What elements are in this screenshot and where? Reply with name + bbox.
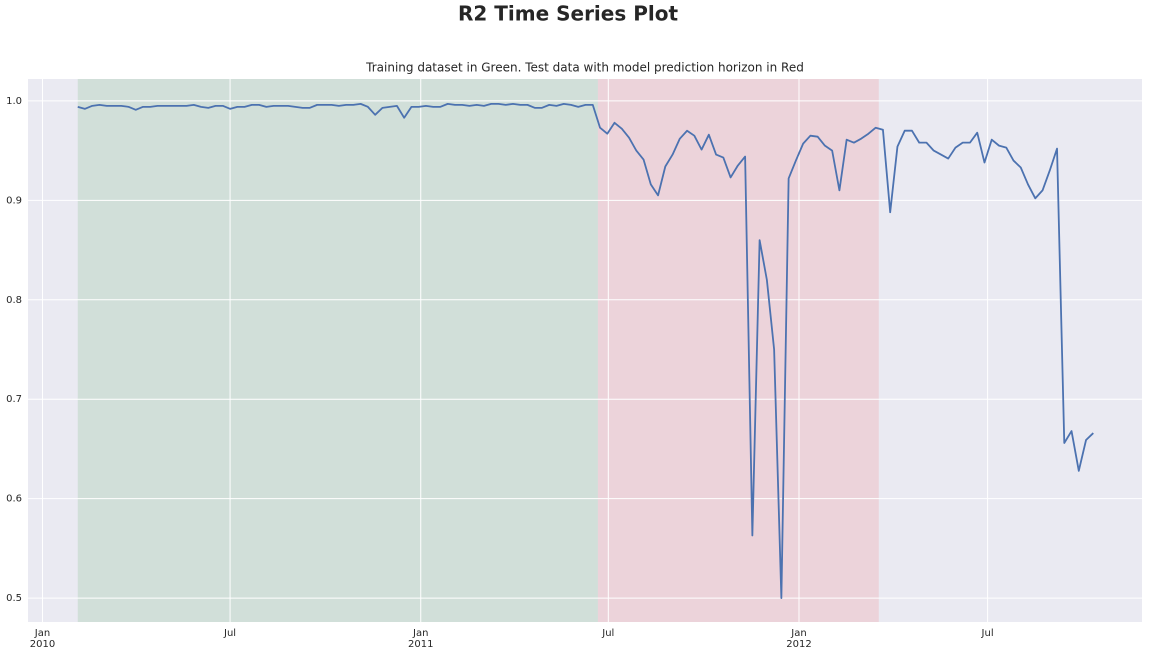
y-tick-label: 1.0 (6, 96, 22, 107)
chart-title: R2 Time Series Plot (458, 2, 679, 26)
y-tick-label: 0.6 (6, 494, 22, 505)
x-tick-label: Jul (224, 628, 237, 639)
x-tick-label: Jan 2011 (408, 628, 434, 650)
chart-subtitle: Training dataset in Green. Test data wit… (365, 61, 804, 75)
line (77, 102, 1094, 600)
x-tick-label: Jul (602, 628, 615, 639)
y-tick-label: 0.8 (6, 295, 22, 306)
x-tick-label: Jul (981, 628, 994, 639)
y-tick-label: 0.5 (6, 593, 22, 604)
span (597, 79, 879, 622)
y-tick-label: 0.9 (6, 195, 22, 206)
x-tick-label: Jan 2010 (29, 628, 56, 650)
y-tick-label: 0.7 (6, 394, 22, 405)
x-tick-label: Jan 2012 (786, 628, 812, 650)
span (77, 79, 598, 622)
